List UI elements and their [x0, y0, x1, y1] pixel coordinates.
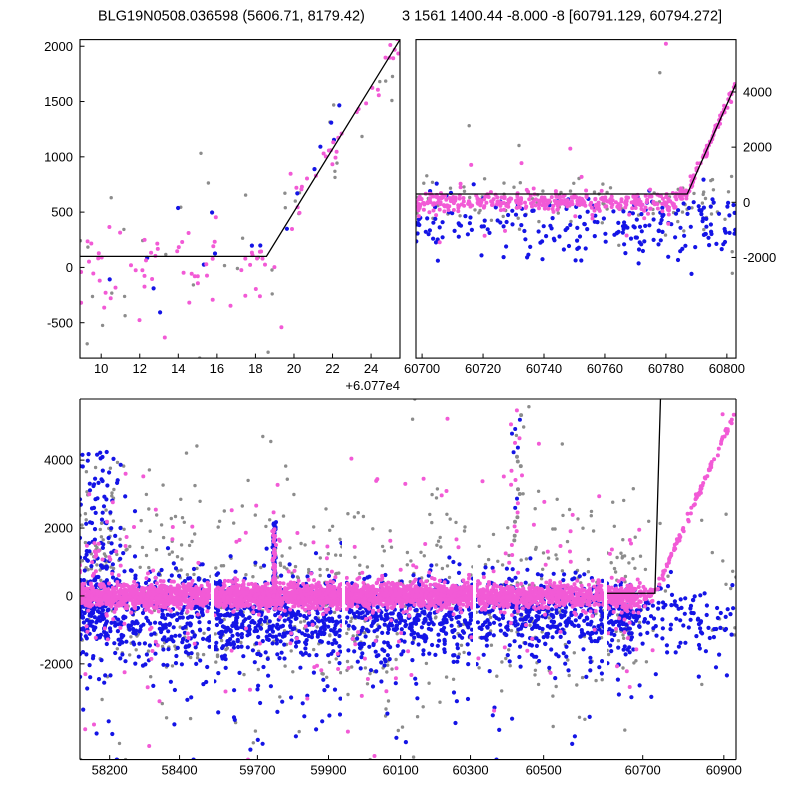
svg-text:2000: 2000: [44, 39, 73, 54]
svg-text:60760: 60760: [587, 361, 623, 376]
svg-text:16: 16: [210, 361, 224, 376]
svg-text:10: 10: [94, 361, 108, 376]
svg-text:18: 18: [248, 361, 262, 376]
svg-text:+6.077e4: +6.077e4: [345, 378, 400, 393]
svg-text:22: 22: [325, 361, 339, 376]
svg-text:60720: 60720: [465, 361, 501, 376]
svg-text:1500: 1500: [44, 94, 73, 109]
svg-text:1000: 1000: [44, 149, 73, 164]
svg-text:0: 0: [66, 260, 73, 275]
svg-text:60740: 60740: [526, 361, 562, 376]
svg-text:12: 12: [133, 361, 147, 376]
svg-text:2000: 2000: [743, 140, 772, 155]
svg-text:60700: 60700: [404, 361, 440, 376]
svg-text:500: 500: [51, 205, 73, 220]
svg-text:4000: 4000: [743, 85, 772, 100]
svg-text:60780: 60780: [648, 361, 684, 376]
svg-text:0: 0: [743, 195, 750, 210]
svg-text:14: 14: [171, 361, 185, 376]
svg-text:-500: -500: [47, 315, 73, 330]
svg-text:20: 20: [287, 361, 301, 376]
svg-text:-2000: -2000: [743, 250, 776, 265]
svg-text:3 1561 1400.44 -8.000 -8 [6079: 3 1561 1400.44 -8.000 -8 [60791.129, 607…: [402, 9, 722, 25]
svg-text:BLG19N0508.036598 (5606.71, 81: BLG19N0508.036598 (5606.71, 8179.42): [98, 9, 365, 25]
svg-text:60800: 60800: [709, 361, 745, 376]
svg-text:24: 24: [364, 361, 378, 376]
